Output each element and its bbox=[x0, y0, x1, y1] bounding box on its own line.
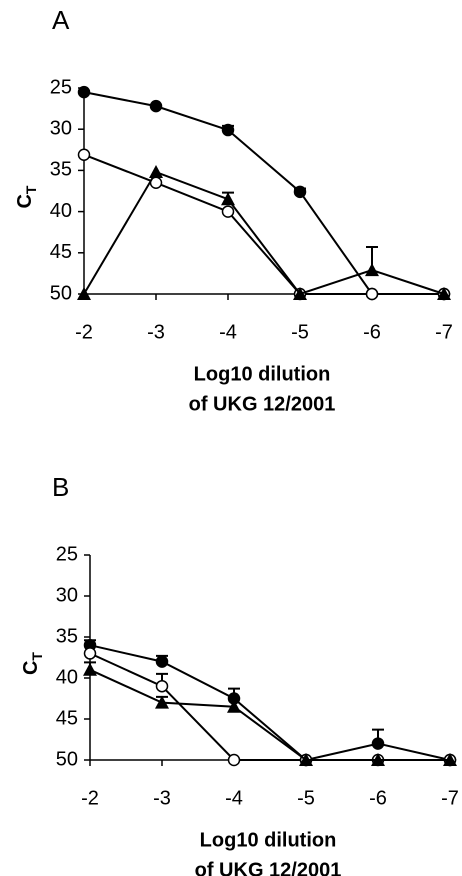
y-axis-label: CT bbox=[14, 185, 38, 208]
y-tick-label: 45 bbox=[56, 707, 78, 729]
marker-triangle bbox=[293, 287, 307, 300]
series-line bbox=[83, 170, 445, 296]
series-line bbox=[89, 668, 450, 761]
x-tick-label: -4 bbox=[219, 321, 237, 343]
marker-open-circle bbox=[221, 205, 235, 218]
series-line bbox=[89, 652, 450, 761]
y-axis-label: CT bbox=[20, 652, 44, 675]
y-tick-label: 40 bbox=[56, 666, 78, 688]
series-line bbox=[83, 91, 444, 295]
marker-open-circle bbox=[77, 148, 91, 161]
marker-triangle bbox=[155, 695, 169, 709]
x-axis-label: Log10 dilution bbox=[200, 829, 337, 851]
series-line bbox=[89, 644, 451, 762]
panel-label: B bbox=[52, 472, 69, 502]
y-tick-label: 35 bbox=[50, 159, 72, 181]
y-tick-label: 25 bbox=[56, 543, 78, 565]
x-tick-label: -2 bbox=[81, 787, 99, 809]
x-tick-label: -5 bbox=[297, 787, 315, 809]
y-tick-label: 30 bbox=[50, 117, 72, 139]
marker-open-circle bbox=[227, 753, 241, 767]
y-label-main: C bbox=[20, 661, 42, 675]
marker-filled-circle bbox=[221, 123, 235, 137]
marker-open-circle bbox=[83, 647, 97, 660]
marker-triangle bbox=[299, 753, 313, 766]
y-tick-label: 30 bbox=[56, 584, 78, 606]
marker-filled-circle bbox=[149, 99, 163, 113]
marker-filled-circle bbox=[155, 655, 169, 668]
y-tick-label: 50 bbox=[56, 748, 78, 770]
marker-open-circle bbox=[155, 679, 169, 693]
x-axis-label: Log10 dilution bbox=[194, 363, 331, 385]
x-tick-label: -5 bbox=[291, 321, 309, 343]
x-tick-label: -7 bbox=[435, 321, 453, 343]
y-tick-label: 50 bbox=[50, 282, 72, 304]
x-tick-label: -6 bbox=[363, 321, 381, 343]
y-tick-label: 35 bbox=[56, 625, 78, 647]
x-axis-label: of UKG 12/2001 bbox=[195, 859, 342, 876]
x-tick-label: -3 bbox=[147, 321, 165, 343]
marker-triangle bbox=[221, 192, 235, 206]
marker-triangle bbox=[437, 287, 451, 300]
panel-label: A bbox=[52, 5, 70, 35]
marker-triangle bbox=[77, 287, 91, 300]
y-label-main: C bbox=[14, 194, 36, 208]
marker-triangle bbox=[83, 662, 97, 676]
marker-triangle bbox=[149, 165, 163, 179]
y-label-sub: T bbox=[23, 185, 39, 194]
marker-triangle bbox=[371, 753, 385, 766]
y-label-sub: T bbox=[29, 652, 45, 661]
series-line bbox=[83, 153, 444, 295]
marker-triangle bbox=[227, 699, 241, 713]
x-axis-label: of UKG 12/2001 bbox=[189, 393, 336, 415]
marker-triangle bbox=[443, 753, 457, 766]
x-tick-label: -6 bbox=[369, 787, 387, 809]
x-tick-label: -3 bbox=[153, 787, 171, 809]
y-tick-label: 25 bbox=[50, 76, 72, 98]
marker-open-circle bbox=[365, 287, 379, 301]
x-tick-label: -2 bbox=[75, 321, 93, 343]
marker-triangle bbox=[365, 263, 379, 277]
x-tick-label: -7 bbox=[441, 787, 459, 809]
marker-filled-circle bbox=[293, 185, 307, 199]
x-tick-label: -4 bbox=[225, 787, 243, 809]
y-tick-label: 40 bbox=[50, 200, 72, 222]
y-tick-label: 45 bbox=[50, 241, 72, 263]
marker-filled-circle bbox=[77, 85, 91, 99]
marker-filled-circle bbox=[371, 737, 385, 750]
